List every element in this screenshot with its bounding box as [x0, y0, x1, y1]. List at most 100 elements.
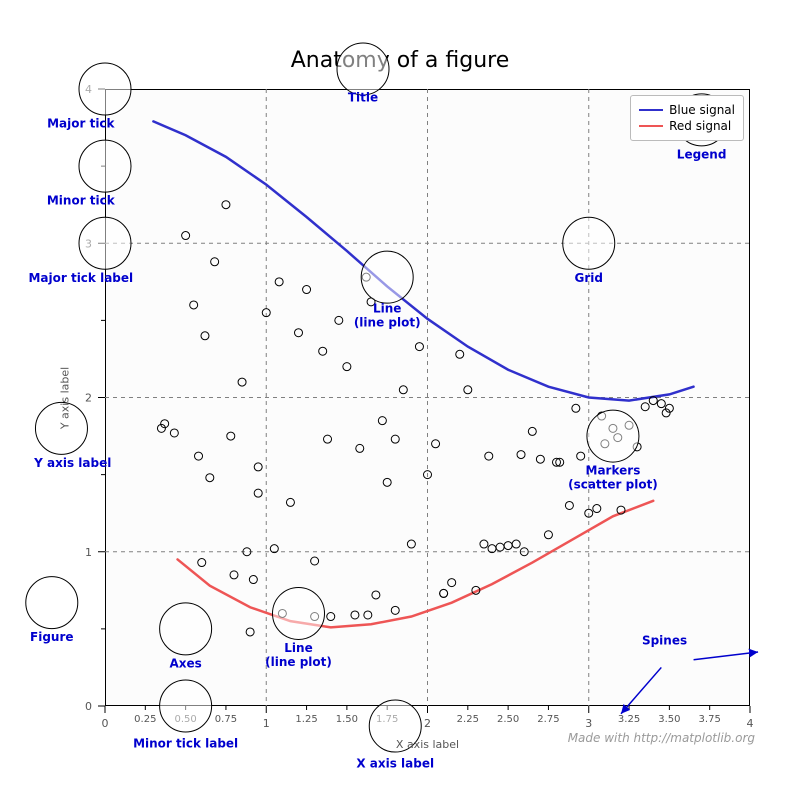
annotation-circle-major-tick-label — [79, 217, 131, 269]
blue-line — [153, 121, 693, 400]
scatter-marker — [432, 440, 440, 448]
scatter-marker — [565, 501, 573, 509]
scatter-marker — [254, 463, 262, 471]
scatter-marker — [190, 301, 198, 309]
legend-item: Red signal — [639, 119, 735, 133]
major-ticklabel-y: 0 — [85, 700, 92, 713]
scatter-marker — [343, 363, 351, 371]
major-ticklabel-x: 2 — [424, 717, 431, 730]
annotation-label-title: Title — [348, 90, 378, 104]
scatter-marker — [249, 576, 257, 584]
spines-arrow-1 — [694, 652, 759, 660]
annotation-circle-axes — [160, 603, 212, 655]
scatter-marker — [399, 386, 407, 394]
scatter-marker — [372, 591, 380, 599]
annotation-circle-minor-tick-label — [160, 680, 212, 732]
scatter-marker — [378, 417, 386, 425]
y-axis-label: Y axis label — [59, 366, 72, 428]
scatter-marker — [303, 286, 311, 294]
scatter-marker — [201, 332, 209, 340]
scatter-marker — [407, 540, 415, 548]
minor-ticklabel-x: 0.75 — [215, 714, 237, 725]
scatter-marker — [227, 432, 235, 440]
major-ticklabel-x: 4 — [747, 717, 754, 730]
annotation-circle-markers — [587, 410, 639, 462]
scatter-marker — [391, 435, 399, 443]
minor-ticklabel-x: 3.25 — [618, 714, 640, 725]
scatter-marker — [657, 400, 665, 408]
scatter-marker — [572, 404, 580, 412]
scatter-marker — [440, 589, 448, 597]
scatter-marker — [577, 452, 585, 460]
scatter-marker — [335, 316, 343, 324]
annotation-label-major-tick-label: Major tick label — [28, 271, 133, 285]
scatter-marker — [536, 455, 544, 463]
scatter-marker — [356, 444, 364, 452]
annotation-label-minor-tick: Minor tick — [47, 194, 116, 208]
major-ticklabel-y: 1 — [85, 546, 92, 559]
annotation-label-xaxis-label: X axis label — [356, 757, 434, 771]
scatter-marker — [485, 452, 493, 460]
scatter-marker — [206, 474, 214, 482]
scatter-marker — [182, 232, 190, 240]
scatter-marker — [311, 557, 319, 565]
major-ticklabel-x: 1 — [263, 717, 270, 730]
scatter-marker — [327, 613, 335, 621]
scatter-marker — [230, 571, 238, 579]
scatter-marker — [448, 579, 456, 587]
scatter-marker — [383, 478, 391, 486]
scatter-marker — [319, 347, 327, 355]
annotation-circle-grid — [563, 217, 615, 269]
scatter-marker — [456, 350, 464, 358]
scatter-marker — [211, 258, 219, 266]
major-ticklabel-x: 3 — [585, 717, 592, 730]
scatter-marker — [275, 278, 283, 286]
x-axis-label: X axis label — [396, 738, 459, 751]
annotation-label-minor-tick-label: Minor tick label — [133, 737, 238, 751]
legend: Blue signal Red signal — [630, 95, 744, 141]
legend-label: Red signal — [669, 119, 731, 133]
scatter-marker — [295, 329, 303, 337]
scatter-marker — [496, 543, 504, 551]
minor-ticklabel-x: 3.75 — [699, 714, 721, 725]
annotation-label-yaxis-label: Y axis label — [33, 456, 111, 470]
annotation-label-markers: Markers(scatter plot) — [568, 464, 658, 492]
spines-arrow-0 — [621, 667, 661, 713]
scatter-marker — [593, 505, 601, 513]
annotation-circle-figure — [26, 577, 78, 629]
scatter-marker — [170, 429, 178, 437]
scatter-marker — [544, 531, 552, 539]
scatter-marker — [195, 452, 203, 460]
major-ticklabel-y: 2 — [85, 392, 92, 405]
minor-ticklabel-x: 3.50 — [658, 714, 680, 725]
minor-ticklabel-x: 0.25 — [134, 714, 156, 725]
scatter-marker — [464, 386, 472, 394]
scatter-marker — [504, 542, 512, 550]
annotation-label-major-tick: Major tick — [47, 117, 115, 131]
annotation-label-spines: Spines — [642, 633, 687, 647]
annotation-label-figure: Figure — [30, 630, 74, 644]
scatter-marker — [517, 451, 525, 459]
scatter-marker — [198, 559, 206, 567]
minor-ticklabel-x: 1.25 — [295, 714, 317, 725]
legend-label: Blue signal — [669, 103, 735, 117]
annotation-label-legend: Legend — [677, 147, 727, 161]
annotation-circle-major-tick — [79, 63, 131, 115]
annotation-label-grid: Grid — [575, 271, 603, 285]
scatter-marker — [324, 435, 332, 443]
annotation-circle-line-blue — [361, 251, 413, 303]
annotation-circle-line-red — [273, 587, 325, 639]
figure: Anatomy of a figure 012340.250.500.751.2… — [0, 0, 800, 800]
annotation-label-line-red: Line(line plot) — [265, 641, 332, 669]
scatter-marker — [415, 343, 423, 351]
scatter-marker — [364, 611, 372, 619]
scatter-marker — [286, 498, 294, 506]
scatter-marker — [238, 378, 246, 386]
scatter-marker — [391, 606, 399, 614]
annotation-label-axes: Axes — [169, 656, 201, 670]
minor-ticklabel-x: 2.75 — [537, 714, 559, 725]
major-ticklabel-x: 0 — [102, 717, 109, 730]
red-line — [178, 501, 654, 627]
scatter-marker — [254, 489, 262, 497]
credit-text: Made with http://matplotlib.org — [568, 731, 755, 745]
